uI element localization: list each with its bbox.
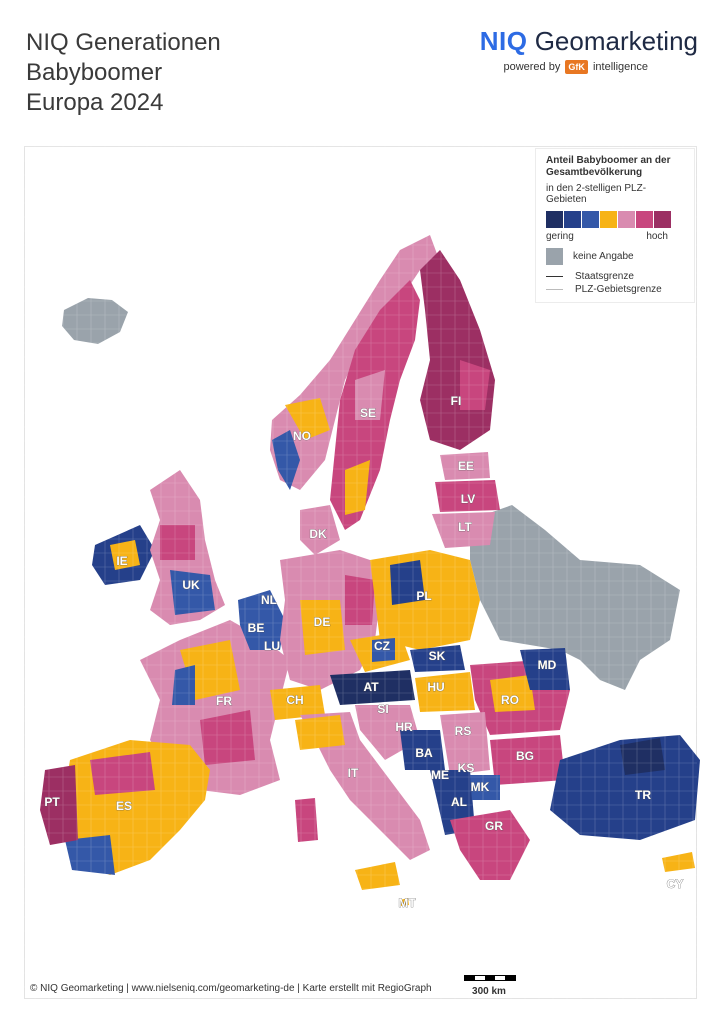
legend-subtitle: in den 2-stelligen PLZ-Gebieten	[546, 183, 647, 205]
title-line-1: NIQ Generationen	[26, 29, 221, 56]
legend-state-border-line	[546, 276, 563, 277]
region-iceland	[62, 298, 128, 344]
legend-color-scale	[546, 211, 684, 228]
brand-niq: NIQ	[479, 26, 528, 56]
map-legend: Anteil Babyboomer an der Gesamtbevölkeru…	[535, 148, 695, 303]
country-label-mt: MT	[398, 896, 416, 910]
country-label-ee: EE	[458, 459, 474, 473]
country-label-nl: NL	[261, 593, 277, 607]
scale-bar: 300 km	[464, 975, 516, 997]
title-line-3: Europa 2024	[26, 89, 164, 116]
region-sardinia	[295, 798, 318, 842]
country-label-es: ES	[116, 799, 132, 813]
legend-state-border-label: Staatsgrenze	[575, 271, 634, 282]
country-label-cy: CY	[667, 877, 684, 891]
legend-no-data-label: keine Angabe	[573, 251, 634, 262]
country-label-se: SE	[360, 406, 376, 420]
legend-swatch-3	[582, 211, 599, 228]
legend-no-data-swatch	[546, 248, 563, 265]
country-label-ba: BA	[415, 746, 433, 760]
country-label-ro: RO	[501, 693, 519, 707]
region-no-data-east	[470, 505, 680, 690]
country-label-fi: FI	[451, 394, 462, 408]
legend-high-label: hoch	[646, 231, 668, 242]
region-sicily	[355, 862, 400, 890]
country-label-tr: TR	[635, 788, 651, 802]
country-label-gr: GR	[485, 819, 503, 833]
country-label-bg: BG	[516, 749, 534, 763]
country-label-pl: PL	[416, 589, 431, 603]
country-label-hu: HU	[427, 680, 444, 694]
footer-credit: © NIQ Geomarketing | www.nielseniq.com/g…	[30, 983, 432, 994]
region-finland	[420, 250, 495, 450]
country-label-lu: LU	[264, 639, 280, 653]
country-label-pt: PT	[44, 795, 60, 809]
brand-name: Geomarketing	[534, 26, 698, 56]
legend-title: Anteil Babyboomer an der Gesamtbevölkeru…	[546, 155, 671, 178]
country-label-at: AT	[363, 680, 379, 694]
country-label-it: IT	[348, 766, 359, 780]
legend-swatch-4	[600, 211, 617, 228]
legend-swatch-5	[618, 211, 635, 228]
legend-swatch-1	[546, 211, 563, 228]
country-label-mk: MK	[471, 780, 490, 794]
country-label-hr: HR	[395, 720, 413, 734]
country-label-de: DE	[314, 615, 331, 629]
region-hungary	[415, 672, 475, 712]
country-label-uk: UK	[182, 578, 200, 592]
country-label-md: MD	[538, 658, 557, 672]
region-cyprus	[662, 852, 695, 872]
country-label-sk: SK	[429, 649, 446, 663]
country-label-no: NO	[293, 429, 311, 443]
legend-swatch-6	[636, 211, 653, 228]
country-label-lt: LT	[458, 520, 472, 534]
legend-low-label: gering	[546, 231, 574, 242]
country-label-ks: KS	[458, 761, 475, 775]
legend-swatch-7	[654, 211, 671, 228]
country-label-cz: CZ	[374, 639, 390, 653]
brand-logo: NIQ Geomarketing powered by GfK intellig…	[480, 26, 698, 74]
country-label-lv: LV	[461, 492, 475, 506]
legend-plz-border-line	[546, 289, 563, 290]
title-line-2: Babyboomer	[26, 59, 163, 86]
country-label-dk: DK	[309, 527, 327, 541]
legend-plz-border-label: PLZ-Gebietsgrenze	[575, 284, 662, 295]
country-label-fr: FR	[216, 694, 232, 708]
country-label-ch: CH	[286, 693, 303, 707]
scale-bar-label: 300 km	[472, 986, 506, 997]
country-label-me: ME	[431, 768, 449, 782]
country-label-al: AL	[451, 795, 467, 809]
country-label-rs: RS	[455, 724, 472, 738]
brand-powered-by: powered by	[503, 61, 561, 73]
country-label-ie: IE	[116, 554, 127, 568]
legend-swatch-2	[564, 211, 581, 228]
country-label-be: BE	[248, 621, 265, 635]
country-label-si: SI	[377, 702, 388, 716]
gfk-logo: GfK	[565, 60, 588, 74]
brand-intelligence: intelligence	[592, 61, 648, 73]
